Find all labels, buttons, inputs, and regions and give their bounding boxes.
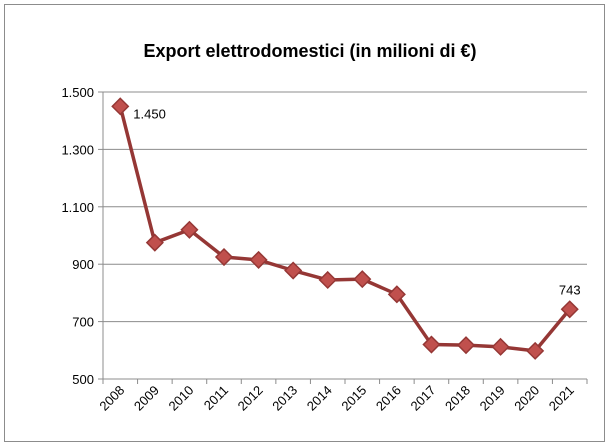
data-point-marker [491,337,510,356]
x-tick-label: 2014 [304,383,335,414]
gridlines [103,91,587,323]
x-tick-label: 2017 [407,383,438,414]
series-markers [111,97,579,360]
y-tick-label: 1.300 [61,142,94,157]
data-point-marker [111,97,130,116]
data-point-marker [318,270,337,290]
x-tick-label: 2016 [373,383,404,414]
x-tick-label: 2020 [511,383,542,414]
data-point-marker [284,261,303,280]
x-tick-label: 2013 [269,383,300,414]
data-point-marker [456,336,476,355]
x-tick-label: 2021 [546,383,577,414]
y-tick-label: 1.100 [61,200,94,215]
data-labels: 1.450 743 [133,106,580,297]
axes: 500 700 900 1.100 1.300 1.500 2008 2009 2010 2011… [61,85,588,414]
data-label: 743 [559,282,581,297]
data-point-marker [214,247,234,267]
data-point-marker [180,220,199,239]
y-tick-label: 1.500 [61,85,94,100]
y-tick-label: 500 [72,372,94,387]
x-tick-label: 2012 [235,383,266,414]
data-point-marker [387,285,406,304]
data-label: 1.450 [133,106,166,121]
y-tick-label: 700 [72,315,94,330]
x-tick-label: 2015 [338,383,369,414]
y-tick-label: 900 [72,257,94,272]
x-tick-label: 2010 [165,383,196,414]
x-tick-label: 2009 [131,383,162,414]
data-point-marker [249,250,268,269]
data-point-marker [353,270,372,289]
data-point-marker [560,300,579,319]
data-point-marker [422,335,441,354]
x-tick-label: 2018 [442,383,473,414]
x-tick-label: 2011 [201,383,231,413]
data-point-marker [526,341,545,360]
x-tick-label: 2019 [477,383,508,414]
chart-container: Export elettrodomestici (in milioni di €… [4,4,605,442]
data-point-marker [145,233,164,252]
chart-title: Export elettrodomestici (in milioni di €… [143,41,476,61]
line-chart: Export elettrodomestici (in milioni di €… [61,41,588,414]
x-tick-label: 2008 [96,383,127,414]
